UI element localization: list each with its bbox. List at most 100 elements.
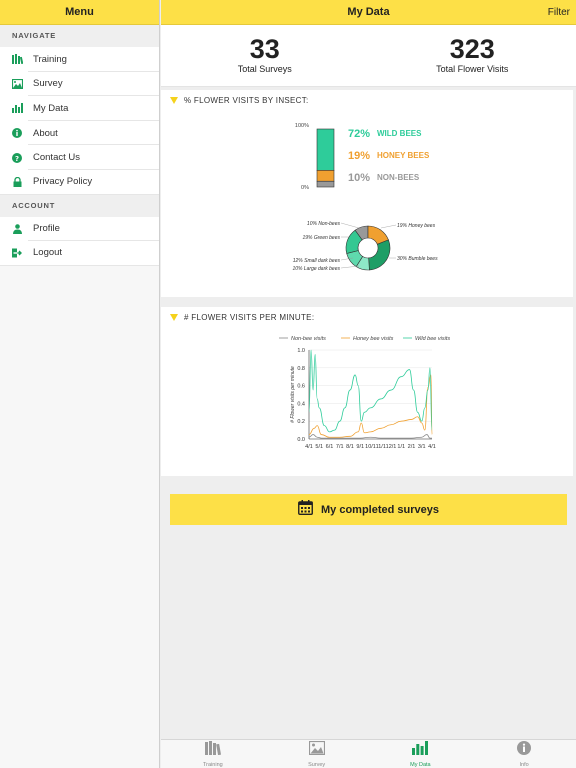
question-icon: ? (11, 152, 23, 163)
insect-charts: 100% 0% 72% WILD BEES 19% HONEY BEES 10%… (292, 123, 438, 272)
series-line-wild-bee-visits (308, 349, 433, 433)
image-icon (11, 78, 23, 89)
insect-card-title: % FLOWER VISITS BY INSECT: (170, 96, 309, 105)
sidebar-item-label: My Data (33, 102, 69, 114)
sidebar-item-about[interactable]: About (0, 120, 159, 146)
total-surveys-stat: 33 Total Surveys (161, 25, 369, 86)
x-tick-label: 4/1 (305, 444, 313, 450)
filter-button[interactable]: Filter (547, 6, 570, 18)
legend-honey-name: HONEY BEES (377, 151, 430, 160)
image-icon (308, 740, 325, 760)
donut-slice-bumble-bees (368, 239, 391, 271)
books-icon (204, 740, 221, 760)
y-tick-label: 0.4 (297, 401, 305, 407)
sidebar-item-label: Survey (33, 78, 63, 90)
main-panel: My Data Filter 33 Total Surveys 323 Tota… (161, 0, 576, 768)
donut-label-bumble-bees: 30% Bumble bees (397, 256, 438, 262)
tab-my-data[interactable]: My Data (369, 740, 473, 768)
rate-card-title: # FLOWER VISITS PER MINUTE: (170, 313, 314, 322)
insect-breakdown-card: % FLOWER VISITS BY INSECT: 100% 0% 72% W… (161, 90, 573, 297)
calendar-icon (298, 499, 313, 520)
svg-text:?: ? (15, 155, 19, 163)
insect-legend: 72% WILD BEES 19% HONEY BEES 10% NON-BEE… (348, 128, 430, 184)
x-tick-label: 2/1 (408, 444, 416, 450)
y-tick-label: 0.6 (297, 384, 305, 390)
info-icon (11, 128, 23, 139)
sidebar-item-label: Logout (33, 247, 63, 259)
sidebar-item-profile[interactable]: Profile (0, 216, 159, 242)
my-completed-surveys-button[interactable]: My completed surveys (170, 494, 567, 525)
bar-segment-wild-bees (316, 128, 335, 171)
sidebar-item-privacy-policy[interactable]: Privacy Policy (0, 169, 159, 195)
tab-training[interactable]: Training (161, 740, 265, 768)
sidebar-item-label: Contact Us (33, 152, 80, 164)
x-tick-label: 6/1 (326, 444, 334, 450)
legend-nonbee-pct: 10% (348, 172, 370, 184)
total-surveys-label: Total Surveys (237, 64, 292, 74)
bar-chart-icon (11, 103, 23, 114)
legend-wild-pct: 72% (348, 128, 370, 140)
donut-slice-green-bees (345, 229, 363, 254)
collapse-triangle-icon[interactable] (170, 314, 178, 321)
sidebar-item-training[interactable]: Training (0, 47, 159, 72)
bar-segment-non-bees (316, 180, 335, 188)
series-line-non-bee-visits (308, 434, 432, 439)
sidebar-item-survey[interactable]: Survey (0, 71, 159, 97)
my-completed-surveys-label: My completed surveys (321, 503, 439, 516)
bar-chart-icon (412, 740, 429, 760)
sidebar-item-logout[interactable]: Logout (0, 241, 159, 266)
tab-label: My Data (410, 761, 431, 768)
donut-label-non-bees: 10% Non-bees (307, 221, 341, 227)
tab-survey[interactable]: Survey (265, 740, 369, 768)
x-tick-label: 7/1 (336, 444, 344, 450)
donut-label-honey-bees: 19% Honey bees (397, 223, 436, 229)
total-visits-value: 323 (449, 34, 495, 64)
stats-summary: 33 Total Surveys 323 Total Flower Visits (161, 25, 576, 87)
x-tick-label: 11/1 (376, 444, 386, 450)
donut-labels: 10% Non-bees 19% Honey bees 19% Green be… (292, 221, 438, 272)
x-tick-label: 1/1 (397, 444, 405, 450)
sidebar-item-label: Privacy Policy (33, 176, 93, 188)
visits-per-minute-card: # FLOWER VISITS PER MINUTE: Non-bee visi… (161, 307, 573, 476)
person-icon (11, 224, 23, 234)
bar-segment-honey-bees (316, 170, 335, 182)
legend-nonbee-name: NON-BEES (377, 173, 420, 182)
x-tick-label: 3/1 (418, 444, 426, 450)
donut-label-small-dark-bees: 12% Small dark bees (293, 258, 341, 264)
series-line-honey-bee-visits (308, 374, 433, 438)
logout-icon (11, 248, 23, 258)
sidebar-item-label: Training (33, 53, 67, 65)
tab-info[interactable]: Info (472, 740, 576, 768)
y-axis-title: # Flower visits per minute (290, 366, 296, 423)
page-title: My Data (347, 6, 390, 18)
tab-label: Training (203, 761, 223, 768)
legend-label: Wild bee visits (415, 336, 450, 342)
visits-line-chart: Non-bee visits Honey bee visits Wild bee v… (279, 336, 450, 450)
y-tick-label: 0.8 (297, 366, 305, 372)
total-visits-label: Total Flower Visits (436, 64, 509, 74)
x-tick-label: 9/1 (356, 444, 364, 450)
x-tick-label: 8/1 (346, 444, 354, 450)
bar-top-label: 100% (295, 123, 309, 129)
y-tick-label: 1.0 (297, 348, 305, 354)
menu-title: Menu (0, 0, 159, 25)
legend-wild-name: WILD BEES (377, 129, 422, 138)
navigate-section-label: NAVIGATE (0, 25, 159, 47)
sidebar-item-my-data[interactable]: My Data (0, 96, 159, 121)
donut-label-large-dark-bees: 10% Large dark bees (292, 266, 340, 272)
books-icon (11, 54, 23, 65)
sidebar: Menu NAVIGATE Training Survey My Data Ab… (0, 0, 160, 768)
account-section-label: ACCOUNT (0, 194, 159, 217)
x-tick-label: 12/1 (386, 444, 397, 450)
collapse-triangle-icon[interactable] (170, 97, 178, 104)
y-tick-label: 0.0 (297, 437, 305, 443)
total-surveys-value: 33 (249, 34, 280, 64)
x-tick-label: 5/1 (315, 444, 323, 450)
top-bar: My Data Filter (161, 0, 576, 25)
sidebar-item-contact-us[interactable]: ? Contact Us (0, 145, 159, 170)
bottom-tab-bar: Training Survey My Data Info (161, 739, 576, 768)
x-tick-label: 4/1 (428, 444, 436, 450)
sidebar-item-label: Profile (33, 223, 60, 235)
lock-icon (11, 176, 23, 187)
sidebar-item-label: About (33, 127, 58, 139)
